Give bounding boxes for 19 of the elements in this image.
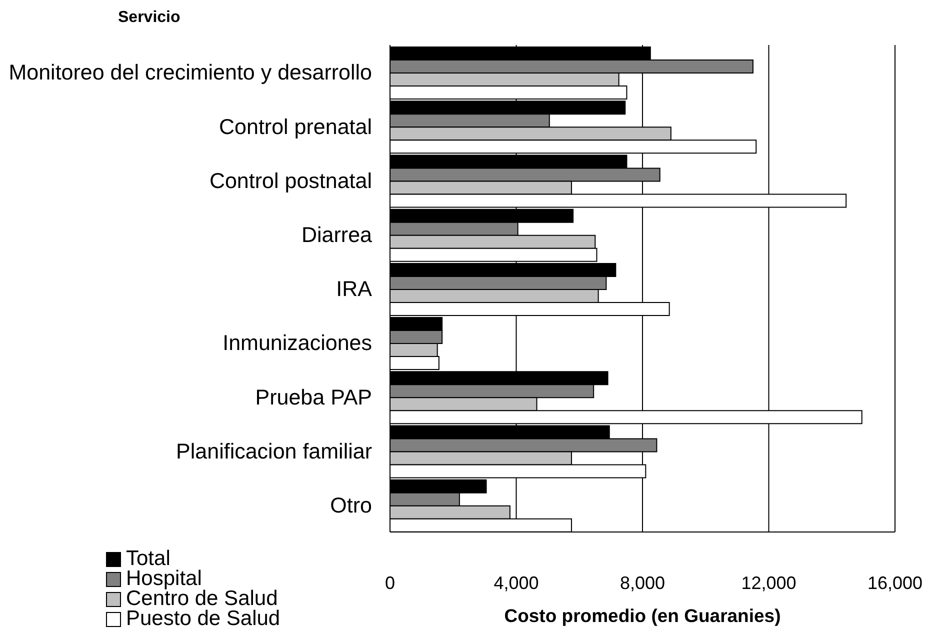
x-tick-label: 8,000 <box>620 572 666 593</box>
x-tick-label: 0 <box>384 572 396 593</box>
y-tick-label: Prueba PAP <box>255 385 372 410</box>
y-tick-label: Planificacion familiar <box>176 439 372 464</box>
y-tick-label: Control prenatal <box>219 114 372 139</box>
x-axis-title: Costo promedio (en Guaranies) <box>504 605 781 626</box>
y-axis-title: Servicio <box>118 9 180 27</box>
y-tick-label: Monitoreo del crecimiento y desarrollo <box>8 60 372 85</box>
x-tick-label: 16,000 <box>867 572 923 593</box>
x-tick-label: 4,000 <box>494 572 539 593</box>
y-tick-label: Otro <box>330 494 372 518</box>
y-tick-label: IRA <box>336 277 373 302</box>
legend-label: Hospital <box>126 567 202 590</box>
y-tick-label: Inmunizaciones <box>222 331 372 356</box>
x-tick-label: 12,000 <box>741 572 796 593</box>
y-tick-label: Diarrea <box>302 223 372 248</box>
y-tick-label: Control postnatal <box>209 168 372 193</box>
legend-label: Total <box>126 547 170 570</box>
legend-label: Puesto de Salud <box>126 607 280 630</box>
